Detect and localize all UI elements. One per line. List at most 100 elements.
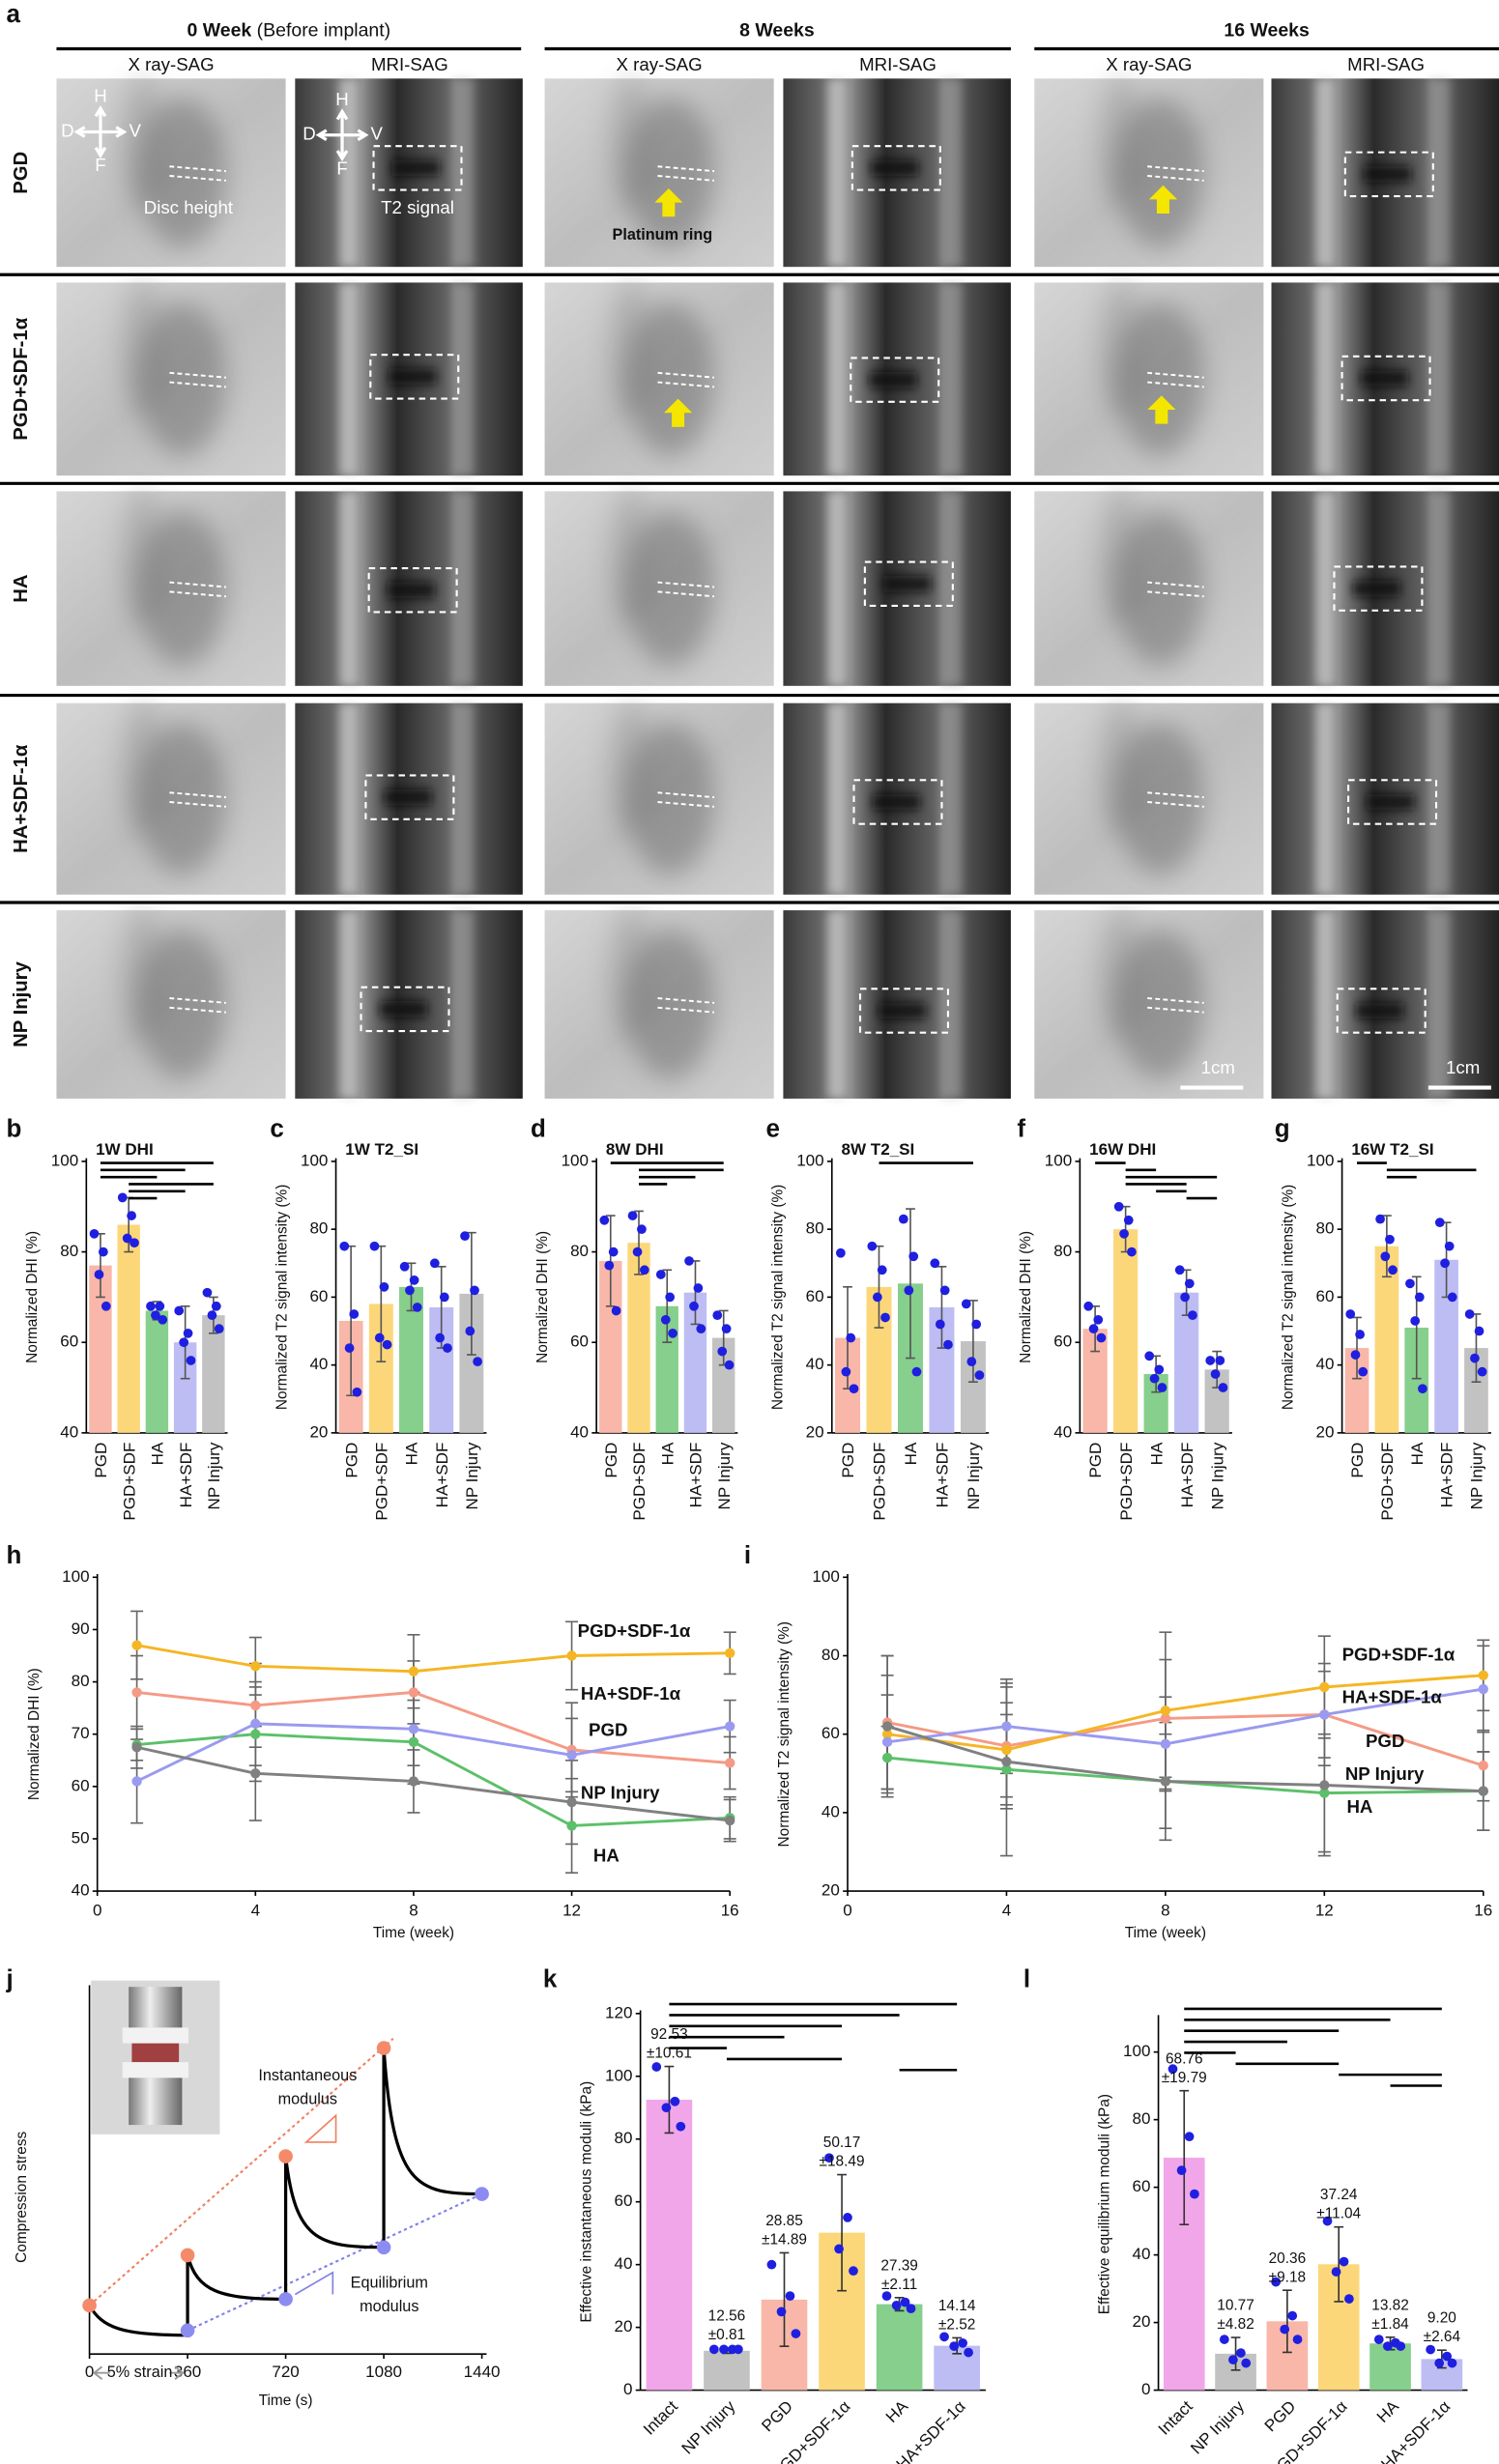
x-axis-label: Time (week) [1125,1925,1206,1941]
series-marker [1319,1709,1330,1720]
compass-label: D [303,124,315,144]
mri-disc [1361,370,1408,387]
data-point [1464,1309,1475,1319]
error-label: ±9.18 [1269,2269,1306,2285]
y-tick-label: 60 [570,1332,589,1351]
x-tick-label: PGD [342,1443,360,1478]
data-point [1444,1241,1455,1251]
series-marker [250,1700,261,1711]
x-tick-label: 0 [93,1902,101,1920]
mri-disc [879,1002,927,1019]
data-point [1188,1310,1197,1321]
series-marker [1478,1683,1488,1695]
data-point [211,1301,221,1311]
chart-title: 8W T2_SI [842,1140,915,1159]
data-point [465,1326,476,1336]
mri-band [1427,78,1451,268]
roi-box [852,779,943,825]
x-tick-label: HA+SDF [934,1443,952,1508]
data-point [766,2259,777,2270]
panel-label: e [766,1113,780,1142]
error-bar [837,2173,847,2292]
series-label: HA [593,1845,620,1865]
data-point [689,1301,699,1311]
series-marker [566,1796,577,1808]
value-label: 13.82 [1371,2297,1409,2313]
error-label: ±0.81 [708,2327,745,2343]
image-grid [0,75,1499,1099]
roi-box [1347,779,1438,825]
series-marker [1478,1670,1488,1681]
y-tick-label: 60 [615,2192,633,2210]
series-line [136,1733,731,1827]
x-tick-label: PGD+SDF [1378,1443,1397,1521]
error-label: ±2.11 [881,2277,917,2293]
data-point [604,1260,615,1271]
data-point [693,1283,704,1293]
y-tick-label: 70 [72,1724,90,1742]
disc-line [169,1006,226,1014]
series-marker [408,1776,419,1787]
modality-label: X ray-SAG [1106,54,1192,74]
annotations: X ray-SAG MRI-SAG X ray-SAG MRI-SAG X ray-SA… [11,54,1491,1090]
y-tick-label: 60 [1053,1332,1072,1351]
series-marker [1319,1788,1330,1798]
data-point [1442,2351,1453,2362]
disc-line [657,791,715,799]
data-point [1190,2189,1199,2199]
data-point [1350,1350,1361,1360]
data-point [1280,2324,1290,2335]
x-tick-label: PGD [1348,1443,1367,1478]
y-tick-label: 20 [615,2317,633,2335]
bar [876,2304,923,2391]
x-tick-label: HA [149,1442,167,1465]
series-marker [1478,1760,1488,1771]
data-point [1157,1383,1167,1392]
data-point [670,2096,680,2106]
annotation: 5% strain [107,2364,173,2381]
value-label: 9.20 [1427,2310,1456,2327]
data-point [429,1258,440,1269]
x-tick-label: 16 [721,1902,739,1920]
series-marker [881,1721,893,1732]
data-point [904,1285,914,1296]
data-point [1396,2341,1406,2351]
data-point [207,1310,217,1321]
data-point [900,2297,910,2307]
x-tick-label: PGD+SDF [1117,1443,1136,1521]
data-point [961,1299,971,1309]
data-point [379,1281,389,1292]
timepoint-header: 8 Weeks [739,20,815,42]
x-tick-label: Intact [1155,2397,1196,2439]
y-tick-label: 100 [62,1567,89,1586]
data-point [1287,2310,1298,2321]
y-tick-label: 80 [822,1646,840,1664]
data-point [639,1265,649,1275]
peak-point [82,2298,97,2313]
series-marker [881,1736,893,1748]
x-tick-label: HA+SDF [433,1443,451,1508]
x-tick-label: PGD [1261,2397,1300,2436]
mri-band [826,491,847,686]
data-point [349,1309,360,1319]
series-marker [725,1815,735,1826]
data-point [1236,2348,1246,2358]
x-tick-label: HA [1147,1442,1166,1465]
y-tick-label: 100 [562,1151,589,1169]
data-point [785,2291,795,2302]
data-point [473,1357,482,1367]
x-tick-label: HA [1408,1442,1427,1465]
y-axis-label: Normalized DHI (%) [534,1231,551,1363]
data-point [891,2301,902,2310]
y-axis-label: Normalized DHI (%) [26,1668,43,1800]
y-tick-label: 60 [1316,1287,1335,1305]
photo-part [131,2043,180,2063]
value-label: 12.56 [708,2308,746,2325]
bar [202,1315,225,1433]
x-tick-label: NP Injury [965,1442,983,1509]
disc-line [1147,801,1204,808]
y-tick-label: 40 [309,1355,328,1373]
data-point [352,1387,362,1397]
disc-line [657,801,715,808]
